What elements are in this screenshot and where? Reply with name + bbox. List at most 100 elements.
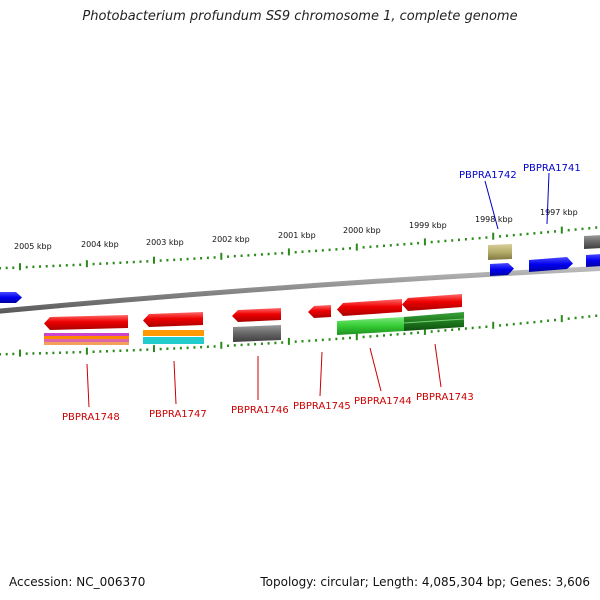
minor-tick xyxy=(233,344,236,347)
minor-tick xyxy=(132,349,135,352)
tick-label: 2001 kbp xyxy=(278,231,316,240)
gene-label[interactable]: PBPRA1745 xyxy=(293,401,351,412)
minor-tick xyxy=(458,238,460,242)
major-tick xyxy=(153,345,155,353)
minor-tick xyxy=(139,260,142,263)
gene-label[interactable]: PBPRA1748 xyxy=(62,412,120,423)
minor-tick xyxy=(186,257,189,261)
cds-feature-green[interactable] xyxy=(337,317,404,335)
minor-tick xyxy=(471,326,474,330)
major-tick xyxy=(355,333,358,341)
minor-tick xyxy=(59,351,62,354)
major-tick xyxy=(492,321,495,329)
minor-tick xyxy=(581,227,584,231)
minor-tick xyxy=(99,262,102,265)
gene-label[interactable]: PBPRA1744 xyxy=(354,396,412,407)
cds-divider xyxy=(403,318,465,324)
gene-feature-forward-right-edge[interactable] xyxy=(586,254,600,267)
minor-tick xyxy=(25,352,28,355)
minor-tick xyxy=(200,345,203,349)
minor-tick xyxy=(451,328,454,331)
minor-tick xyxy=(233,254,236,258)
minor-tick xyxy=(383,244,385,248)
minor-tick xyxy=(328,338,331,341)
minor-tick xyxy=(72,351,75,354)
minor-tick xyxy=(342,337,345,340)
major-tick xyxy=(19,263,21,271)
minor-tick xyxy=(139,348,142,352)
gene-feature-PBPRA1742[interactable] xyxy=(490,263,514,276)
major-tick xyxy=(423,238,426,246)
minor-tick xyxy=(315,249,318,253)
minor-tick xyxy=(595,314,598,317)
gene-feature-gray[interactable] xyxy=(233,325,281,342)
minor-tick xyxy=(533,320,536,324)
domain-band xyxy=(44,339,129,342)
minor-tick xyxy=(79,263,82,266)
major-tick xyxy=(560,315,563,323)
minor-tick xyxy=(99,350,102,353)
gene-label[interactable]: PBPRA1747 xyxy=(149,409,207,420)
minor-tick xyxy=(540,231,543,234)
tick-label: 2002 kbp xyxy=(212,235,250,244)
minor-tick xyxy=(179,258,182,261)
minor-tick xyxy=(112,261,115,265)
minor-tick xyxy=(376,245,379,248)
minor-tick xyxy=(588,227,591,230)
minor-tick xyxy=(547,319,550,322)
minor-tick xyxy=(478,326,481,329)
minor-tick xyxy=(206,256,209,260)
gene-feature-PBPRA1741[interactable] xyxy=(529,257,573,272)
minor-tick xyxy=(533,232,536,235)
gene-feature-khaki[interactable] xyxy=(488,244,512,260)
gene-feature-PBPRA1745[interactable] xyxy=(308,305,331,318)
minor-tick xyxy=(505,323,508,327)
gene-label[interactable]: PBPRA1746 xyxy=(231,405,289,416)
major-tick xyxy=(492,232,495,240)
minor-tick xyxy=(417,331,420,334)
minor-tick xyxy=(52,351,55,355)
minor-tick xyxy=(126,261,129,264)
gene-feature-PBPRA1747[interactable] xyxy=(143,312,203,327)
minor-tick xyxy=(581,316,584,319)
gene-feature-PBPRA1748[interactable] xyxy=(44,315,128,330)
minor-tick xyxy=(186,346,189,350)
minor-tick xyxy=(485,325,488,328)
minor-tick xyxy=(519,233,522,236)
minor-tick xyxy=(0,353,1,356)
gene-label[interactable]: PBPRA1743 xyxy=(416,392,474,403)
minor-tick xyxy=(274,341,277,345)
leader-line xyxy=(369,347,382,392)
minor-tick xyxy=(119,261,122,264)
gene-label[interactable]: PBPRA1742 xyxy=(459,170,517,181)
gene-feature-forward-left-edge[interactable] xyxy=(0,292,22,303)
minor-tick xyxy=(505,234,508,237)
minor-tick xyxy=(260,342,263,345)
minor-tick xyxy=(383,334,385,337)
major-tick xyxy=(19,349,21,357)
minor-tick xyxy=(65,264,68,267)
minor-tick xyxy=(59,264,62,267)
minor-tick xyxy=(45,351,48,355)
gene-feature-PBPRA1744[interactable] xyxy=(337,299,402,316)
reverse-strand-features xyxy=(44,294,465,345)
major-tick xyxy=(287,337,290,345)
gene-feature-gray-right[interactable] xyxy=(584,235,600,249)
minor-tick xyxy=(39,265,41,268)
minor-tick xyxy=(362,246,365,249)
gene-feature-PBPRA1746[interactable] xyxy=(232,308,281,322)
minor-tick xyxy=(159,347,162,351)
gene-label[interactable]: PBPRA1741 xyxy=(523,163,581,174)
major-tick xyxy=(355,243,358,251)
minor-tick xyxy=(247,254,250,257)
minor-tick xyxy=(166,258,169,262)
minor-tick xyxy=(12,352,15,356)
major-tick xyxy=(85,260,88,268)
minor-tick xyxy=(444,239,447,243)
gene-feature-PBPRA1743[interactable] xyxy=(402,294,462,311)
minor-tick xyxy=(547,230,550,234)
minor-tick xyxy=(512,233,515,237)
minor-tick xyxy=(132,260,135,264)
minor-tick xyxy=(247,343,250,346)
